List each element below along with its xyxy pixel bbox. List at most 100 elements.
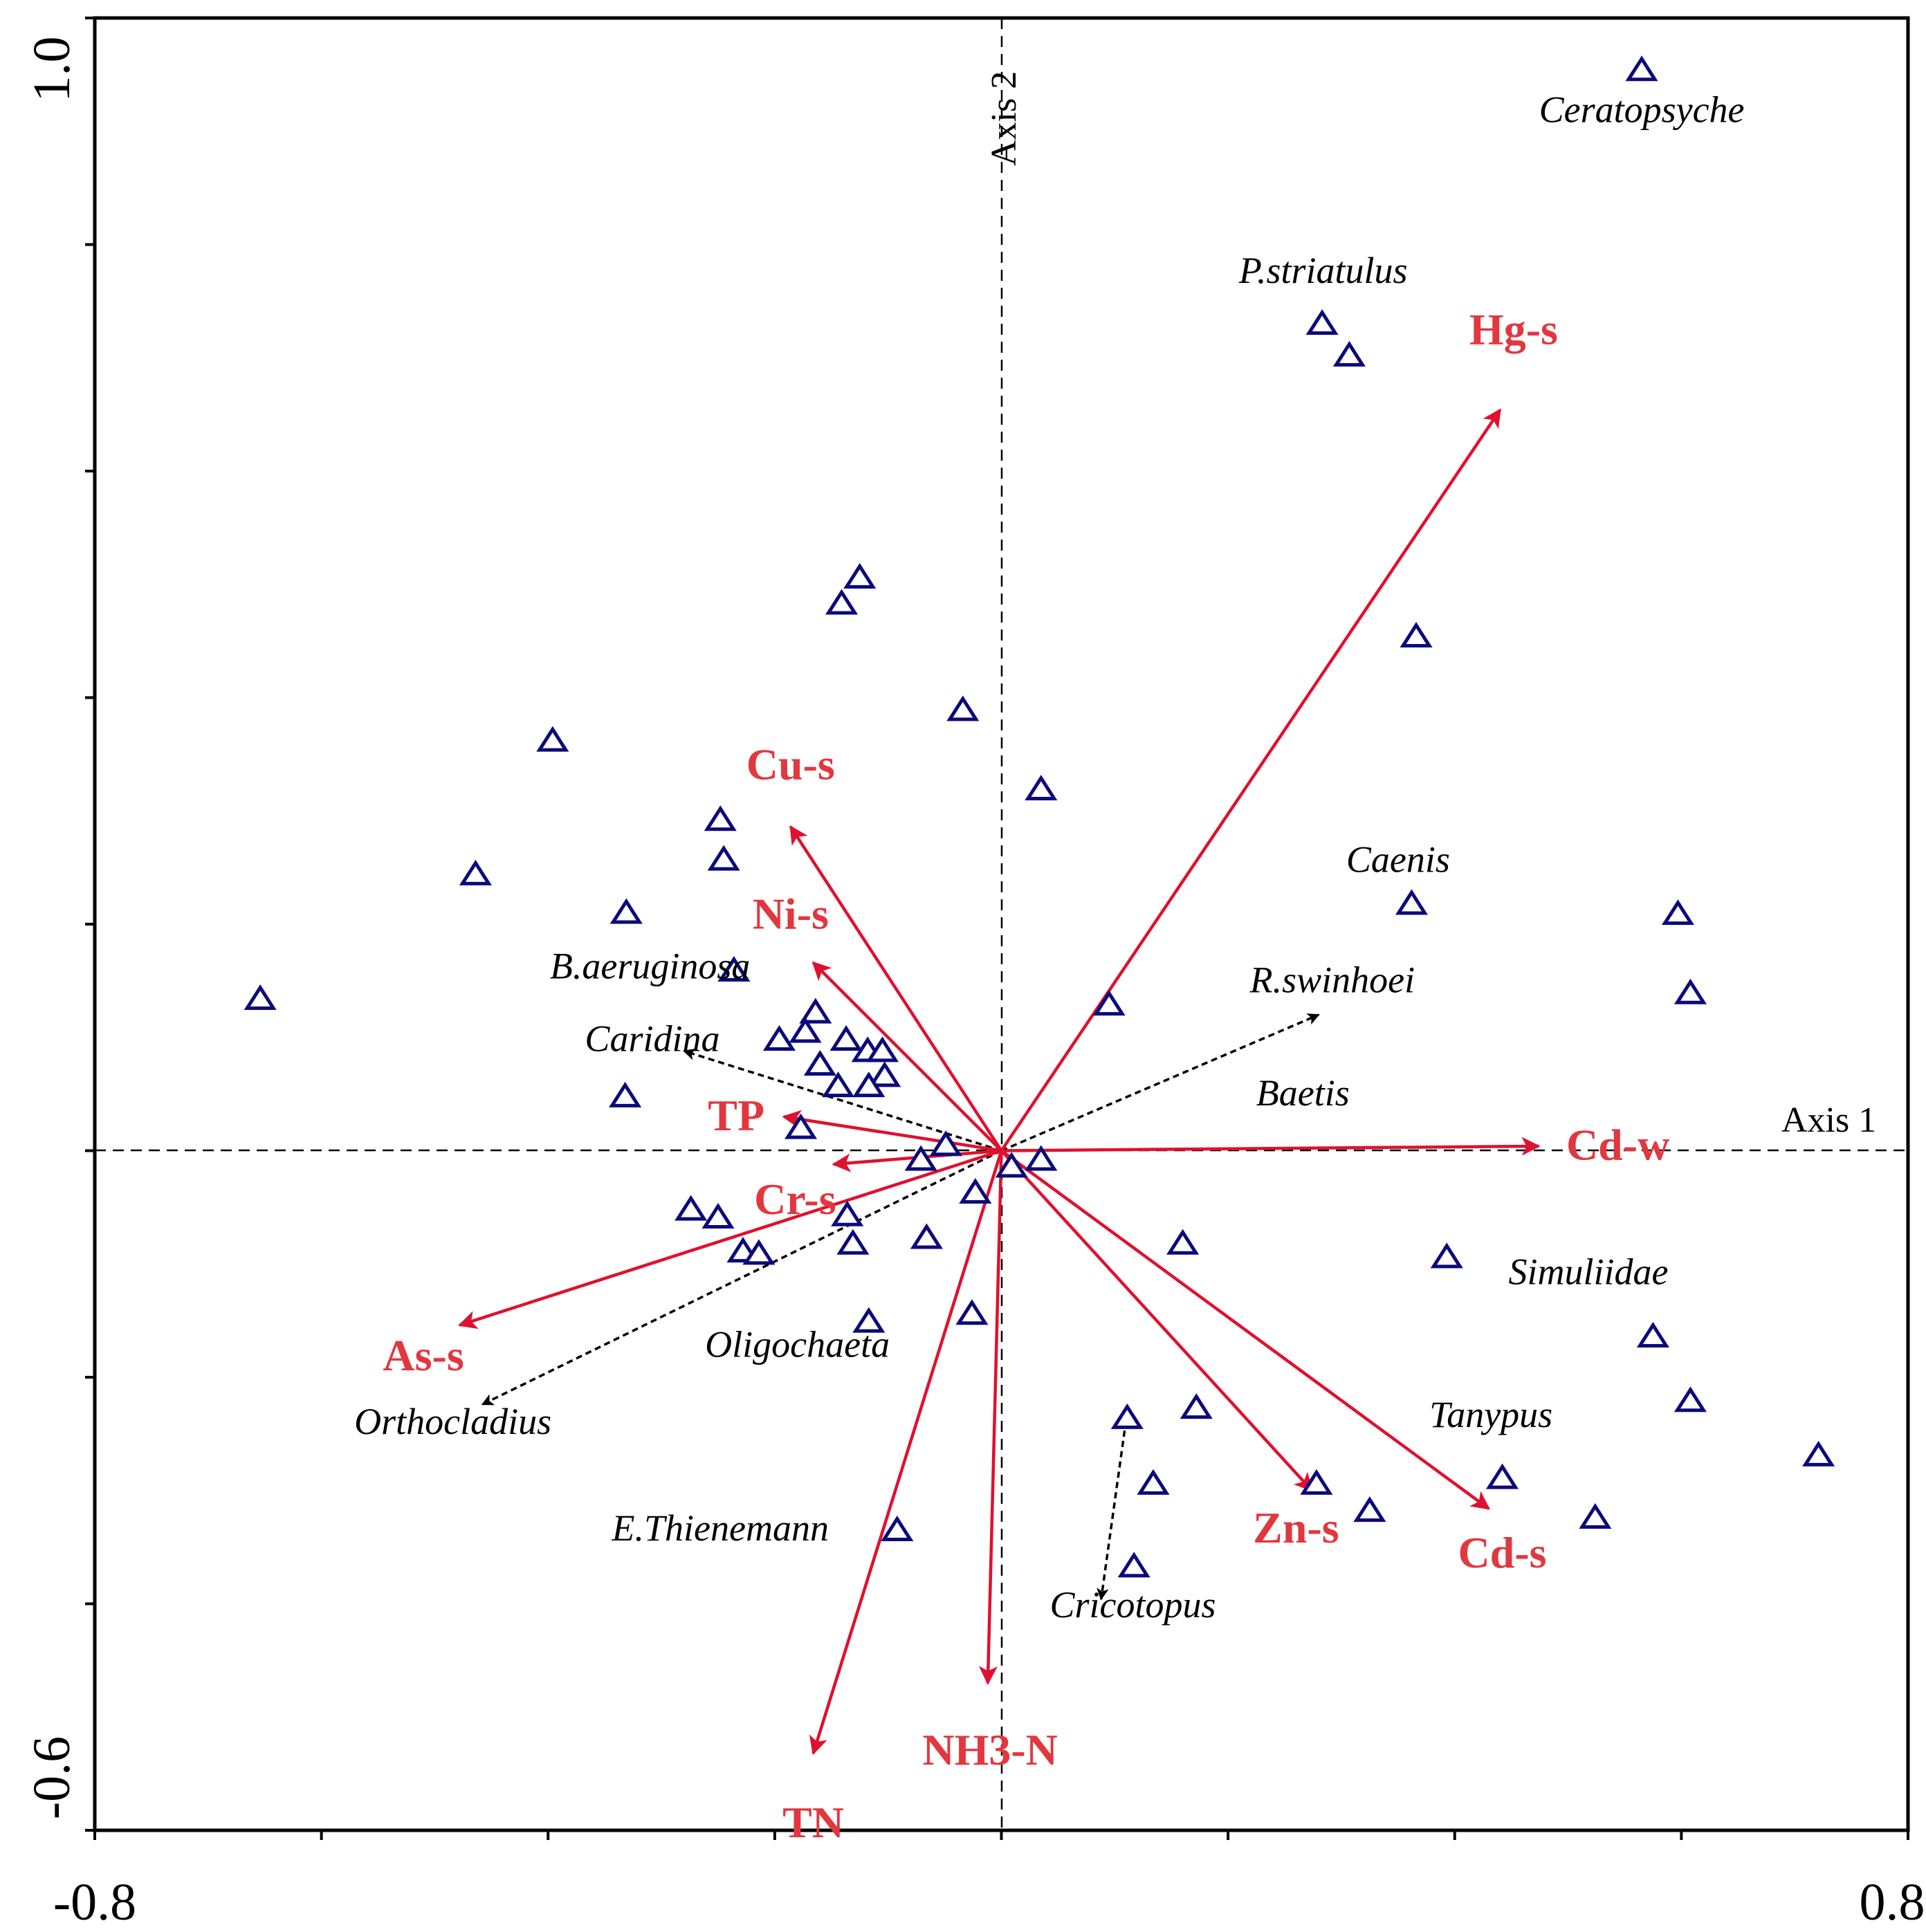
site-point-51 xyxy=(1110,1403,1144,1429)
environment-labels: Hg-s Cu-s Ni-s TP Cr-s As-s TN NH3-N Zn-s Cd-s Cd-… xyxy=(383,305,1669,1847)
species-vector-cricotopus xyxy=(1097,1419,1128,1601)
env-label-tp: TP xyxy=(708,1091,764,1140)
site-point-5 xyxy=(843,562,877,589)
site-point-25 xyxy=(865,1036,899,1062)
species-vector-orthocladius xyxy=(481,1149,1002,1406)
site-point-38 xyxy=(701,1203,735,1229)
site-point-21 xyxy=(762,1024,796,1051)
env-vector-tp xyxy=(782,1110,1002,1152)
site-point-28 xyxy=(822,1071,855,1098)
site-point-41 xyxy=(836,1229,870,1255)
env-label-cd-w: Cd-w xyxy=(1566,1121,1669,1170)
site-point-26 xyxy=(803,1049,836,1076)
site-point-50 xyxy=(1673,1386,1707,1413)
species-label-simuliidae: Simuliidae xyxy=(1509,1251,1669,1293)
species-label-oligochaeta: Oligochaeta xyxy=(705,1324,890,1365)
site-point-8 xyxy=(536,726,569,752)
species-vector-caridina xyxy=(683,1048,1002,1152)
site-point-49 xyxy=(1180,1393,1213,1419)
site-point-37 xyxy=(675,1195,708,1221)
site-point-46 xyxy=(852,1307,886,1333)
axis-ticks xyxy=(85,17,1909,1840)
site-point-17 xyxy=(717,956,751,982)
env-label-zn-s: Zn-s xyxy=(1253,1503,1339,1552)
site-point-55 xyxy=(1300,1469,1333,1495)
env-vector-cd-s xyxy=(1000,1149,1491,1510)
site-point-34 xyxy=(1025,1145,1058,1171)
species-label-baetis: Baetis xyxy=(1256,1072,1350,1114)
site-point-33 xyxy=(904,1145,937,1171)
site-point-35 xyxy=(995,1152,1028,1178)
site-point-57 xyxy=(1579,1502,1612,1529)
species-labels: Ceratopsyche P.striatulus Caenis B.aerugino… xyxy=(354,89,1744,1626)
site-point-30 xyxy=(609,1081,642,1107)
species-label-cricotopus: Cricotopus xyxy=(1050,1584,1216,1626)
site-point-10 xyxy=(704,805,737,831)
x-tick-label-max: 0.8 xyxy=(1860,1873,1925,1931)
site-point-27 xyxy=(868,1061,901,1087)
env-vector-tn xyxy=(809,1150,1003,1756)
env-vector-nh3-n xyxy=(978,1150,1003,1685)
site-point-19 xyxy=(1092,990,1126,1016)
site-point-16 xyxy=(244,984,277,1010)
site-point-6 xyxy=(825,589,859,615)
site-point-4 xyxy=(1400,622,1433,647)
site-point-2 xyxy=(1305,309,1339,335)
site-point-14 xyxy=(1395,889,1429,915)
site-point-18 xyxy=(1673,978,1707,1004)
species-label-caridina: Caridina xyxy=(585,1018,719,1059)
species-vector-r-swinhoei xyxy=(1000,1013,1320,1152)
site-point-40 xyxy=(910,1223,943,1249)
x-tick-label-min: -0.8 xyxy=(53,1873,136,1931)
site-point-22 xyxy=(789,1017,822,1043)
site-point-1 xyxy=(1625,55,1658,82)
site-points xyxy=(244,55,1835,1578)
env-vector-ni-s xyxy=(811,961,1003,1152)
y-tick-label-max: 1.0 xyxy=(23,37,81,102)
species-label-r-swinhoei: R.swinhoei xyxy=(1249,959,1415,1000)
site-point-11 xyxy=(707,845,740,871)
species-label-orthocladius: Orthocladius xyxy=(354,1401,551,1442)
site-point-36 xyxy=(959,1178,992,1204)
env-label-hg-s: Hg-s xyxy=(1469,305,1558,354)
site-point-47 xyxy=(955,1299,989,1325)
environment-vectors xyxy=(457,408,1541,1756)
env-label-cd-s: Cd-s xyxy=(1458,1528,1547,1577)
site-point-13 xyxy=(609,898,643,924)
site-point-53 xyxy=(1485,1463,1519,1489)
env-vector-cd-w xyxy=(1001,1137,1541,1156)
site-point-43 xyxy=(742,1239,776,1265)
env-vector-hg-s xyxy=(1000,408,1502,1152)
site-point-31 xyxy=(784,1113,818,1139)
site-point-9 xyxy=(1025,775,1058,801)
species-label-caenis: Caenis xyxy=(1346,839,1450,881)
env-vector-zn-s xyxy=(1000,1149,1314,1492)
site-point-56 xyxy=(1353,1496,1386,1522)
species-label-tanypus: Tanypus xyxy=(1429,1394,1552,1435)
site-point-3 xyxy=(1332,340,1366,367)
site-point-58 xyxy=(881,1515,914,1541)
site-point-39 xyxy=(831,1200,864,1226)
species-vectors xyxy=(481,1013,1320,1601)
site-point-44 xyxy=(1166,1229,1200,1255)
site-point-59 xyxy=(1117,1552,1150,1578)
site-point-23 xyxy=(829,1024,863,1051)
env-label-nh3-n: NH3-N xyxy=(922,1725,1058,1774)
site-point-7 xyxy=(946,695,980,721)
species-label-b-aeruginosa: B.aeruginosa xyxy=(550,946,751,987)
site-point-54 xyxy=(1137,1469,1170,1495)
site-point-29 xyxy=(852,1071,886,1098)
species-label-p-striatulus: P.striatulus xyxy=(1238,250,1408,291)
site-point-48 xyxy=(1636,1321,1669,1347)
env-vector-cu-s xyxy=(789,825,1003,1152)
env-label-cr-s: Cr-s xyxy=(754,1175,836,1224)
site-point-20 xyxy=(799,997,832,1024)
env-label-ni-s: Ni-s xyxy=(753,890,829,939)
species-label-e-thienemann: E.Thienemann xyxy=(612,1507,829,1549)
site-point-52 xyxy=(1802,1440,1835,1466)
axis-2-label: Axis 2 xyxy=(984,71,1024,166)
y-tick-label-min: -0.6 xyxy=(23,1736,81,1819)
site-point-12 xyxy=(459,859,492,885)
site-point-32 xyxy=(929,1130,962,1157)
